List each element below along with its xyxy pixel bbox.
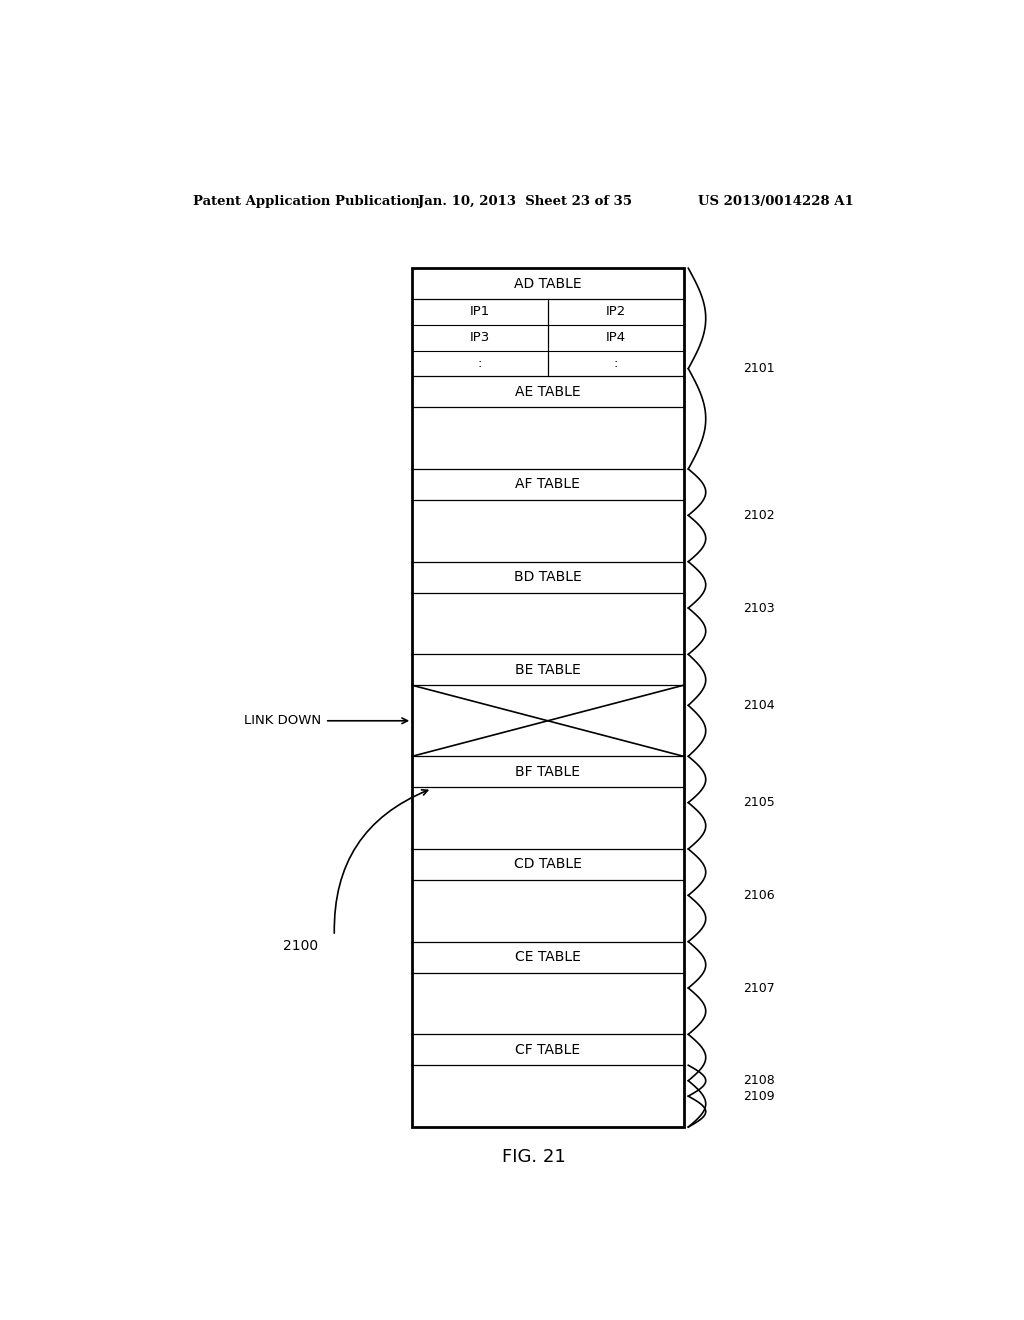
Bar (412, 268, 684, 1127)
Text: 2103: 2103 (743, 602, 775, 615)
Text: :: : (478, 356, 482, 370)
Text: Jan. 10, 2013  Sheet 23 of 35: Jan. 10, 2013 Sheet 23 of 35 (418, 194, 632, 207)
Text: 2105: 2105 (743, 796, 775, 809)
Text: CE TABLE: CE TABLE (515, 950, 581, 964)
Text: AF TABLE: AF TABLE (515, 478, 581, 491)
Text: 2107: 2107 (743, 982, 775, 994)
Text: Patent Application Publication: Patent Application Publication (194, 194, 420, 207)
Text: BF TABLE: BF TABLE (515, 764, 581, 779)
Text: 2106: 2106 (743, 888, 775, 902)
Text: BE TABLE: BE TABLE (515, 663, 581, 677)
Text: IP3: IP3 (470, 331, 490, 345)
Text: 2109: 2109 (743, 1089, 775, 1102)
Text: FIG. 21: FIG. 21 (503, 1147, 566, 1166)
Text: CD TABLE: CD TABLE (514, 858, 582, 871)
Text: IP1: IP1 (470, 305, 490, 318)
Text: BD TABLE: BD TABLE (514, 570, 582, 585)
Text: 2102: 2102 (743, 508, 775, 521)
Text: 2100: 2100 (283, 939, 317, 953)
Text: LINK DOWN: LINK DOWN (244, 714, 321, 727)
Text: :: : (613, 356, 617, 370)
Text: AD TABLE: AD TABLE (514, 277, 582, 290)
Text: US 2013/0014228 A1: US 2013/0014228 A1 (697, 194, 854, 207)
Text: AE TABLE: AE TABLE (515, 384, 581, 399)
Text: IP4: IP4 (605, 331, 626, 345)
Text: CF TABLE: CF TABLE (515, 1043, 581, 1057)
Text: IP2: IP2 (605, 305, 626, 318)
Text: 2108: 2108 (743, 1074, 775, 1088)
Text: 2104: 2104 (743, 698, 775, 711)
Text: 2101: 2101 (743, 362, 775, 375)
